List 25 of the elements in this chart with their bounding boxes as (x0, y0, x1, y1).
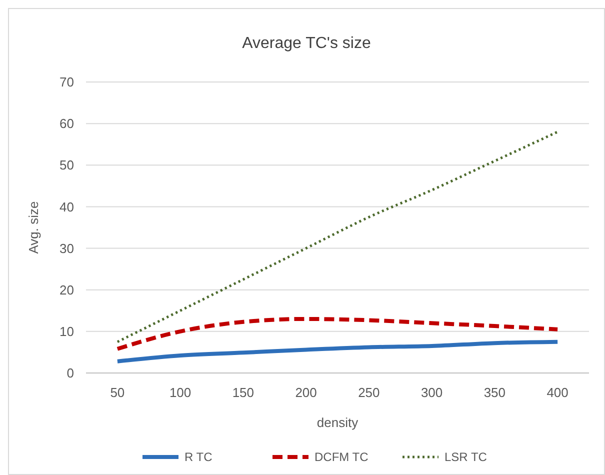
line-series (115, 340, 560, 364)
legend-label: R TC (184, 450, 213, 464)
line-series (116, 130, 559, 344)
y-tick-label: 70 (60, 74, 74, 90)
y-tick-label: 10 (60, 324, 74, 339)
x-tick-label: 200 (295, 385, 317, 400)
y-tick-label: 40 (60, 199, 74, 214)
legend-label: LSR TC (444, 450, 488, 464)
x-tick-label: 100 (169, 385, 192, 400)
y-axis-title: Avg. size (26, 201, 41, 254)
x-tick-label: 150 (232, 385, 254, 400)
legend-label: DCFM TC (314, 450, 369, 464)
x-tick-label: 350 (484, 385, 506, 400)
y-tick-label: 0 (66, 366, 74, 381)
y-tick-label: 60 (60, 116, 74, 132)
x-tick-label: 300 (420, 385, 443, 400)
y-tick-label: 30 (60, 240, 74, 256)
x-tick-label: 400 (546, 385, 568, 400)
x-tick-label: 50 (110, 385, 125, 400)
y-tick-label: 20 (60, 282, 74, 298)
y-tick-label: 50 (60, 158, 74, 173)
line-series (115, 316, 560, 351)
x-axis-title: density (316, 415, 359, 430)
x-tick-label: 250 (358, 385, 380, 400)
chart-title: Average TC's size (242, 35, 371, 52)
